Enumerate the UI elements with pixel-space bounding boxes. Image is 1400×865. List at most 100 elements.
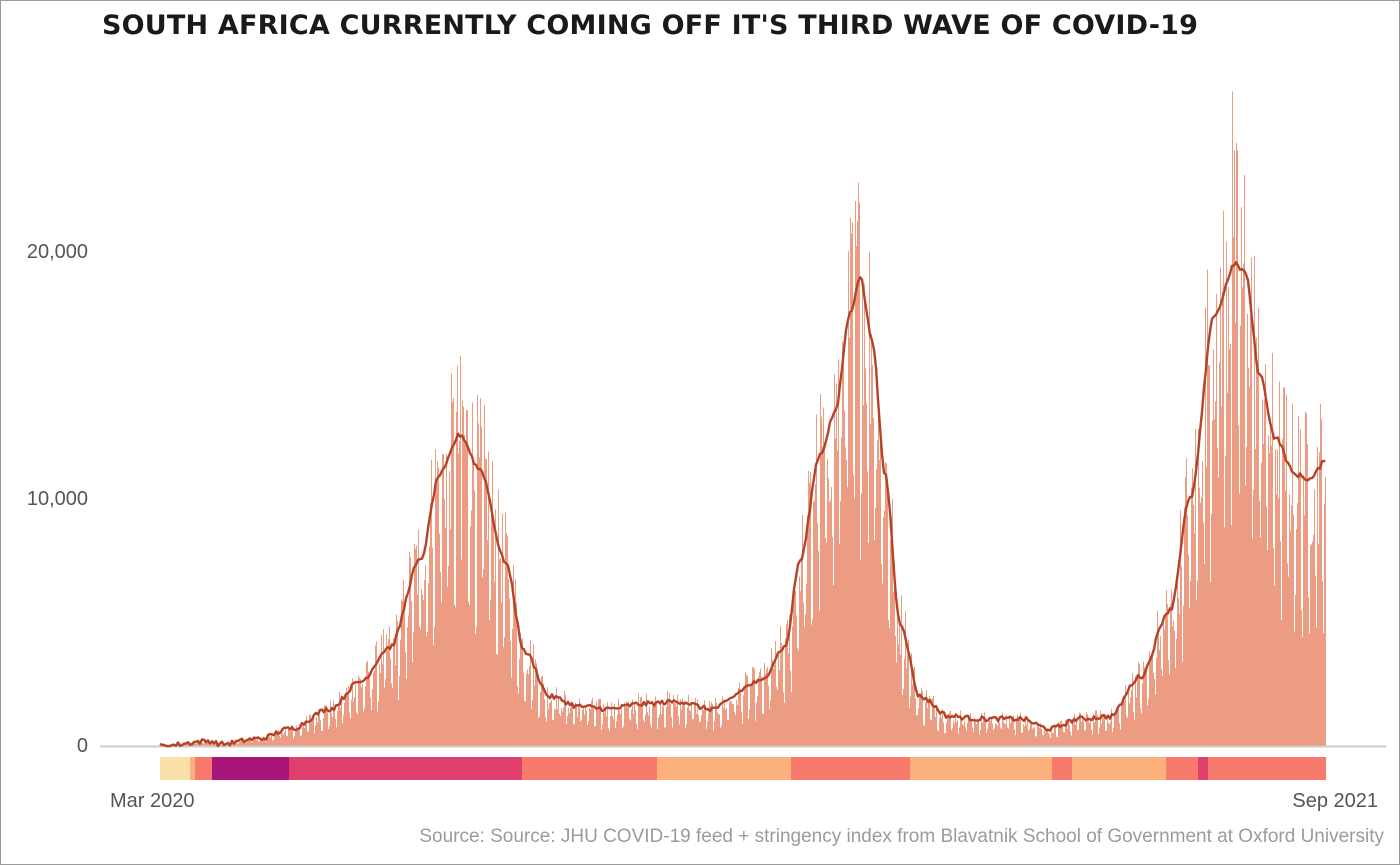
rolling-average-line	[159, 261, 1326, 748]
daily-cases-bar	[442, 453, 443, 746]
daily-cases-bar	[804, 627, 805, 746]
daily-cases-bar	[1270, 426, 1271, 746]
daily-cases-bar	[670, 704, 671, 746]
daily-cases-bar	[209, 743, 210, 746]
daily-cases-bar	[378, 700, 379, 746]
daily-cases-bar	[877, 440, 878, 746]
daily-cases-bar	[1261, 462, 1262, 746]
daily-cases-bar	[987, 729, 988, 746]
daily-cases-bar	[719, 714, 720, 746]
daily-cases-bar	[1277, 449, 1278, 746]
stringency-segment	[791, 757, 910, 780]
daily-cases-bar	[1322, 580, 1323, 746]
daily-cases-bar	[735, 714, 736, 746]
daily-cases-bar	[844, 410, 845, 746]
daily-cases-bar	[1321, 419, 1322, 746]
daily-cases-bar	[1279, 381, 1280, 746]
daily-cases-bar	[1152, 655, 1153, 746]
daily-cases-bar	[676, 706, 677, 746]
daily-cases-bar	[782, 651, 783, 746]
daily-cases-bar	[1139, 664, 1140, 746]
daily-cases-bar	[350, 718, 351, 746]
daily-cases-bar	[882, 583, 883, 746]
daily-cases-bar	[480, 398, 481, 746]
daily-cases-bar	[1185, 476, 1186, 746]
daily-cases-bar	[681, 709, 682, 746]
daily-cases-bar	[332, 717, 333, 746]
daily-cases-bar	[953, 720, 954, 746]
daily-cases-bar	[910, 696, 911, 746]
daily-cases-bar	[897, 602, 898, 746]
daily-cases-bar	[1169, 674, 1170, 746]
daily-cases-bar	[1144, 667, 1145, 746]
daily-cases-bar	[575, 702, 576, 746]
daily-cases-bar	[422, 594, 423, 746]
daily-cases-bar	[726, 707, 727, 746]
daily-cases-bar	[285, 729, 286, 746]
daily-cases-bar	[859, 202, 860, 747]
daily-cases-bar	[936, 706, 937, 746]
daily-cases-bar	[959, 727, 960, 746]
daily-cases-bar	[800, 591, 801, 746]
daily-cases-bar	[972, 727, 973, 746]
daily-cases-bar	[835, 438, 836, 746]
daily-cases-bar	[906, 667, 907, 746]
daily-cases-bar	[1159, 649, 1160, 746]
daily-cases-bar	[1320, 403, 1321, 746]
daily-cases-bar	[683, 702, 684, 746]
daily-cases-bar	[817, 522, 818, 746]
daily-cases-bar	[574, 724, 575, 746]
daily-cases-bar	[492, 461, 493, 746]
daily-cases-bar	[557, 709, 558, 746]
daily-cases-bar	[898, 644, 899, 746]
daily-cases-bar	[1195, 428, 1196, 746]
daily-cases-bar	[1303, 474, 1304, 746]
daily-cases-bar	[1301, 610, 1302, 746]
daily-cases-bar	[758, 676, 759, 746]
daily-cases-bar	[1299, 473, 1300, 746]
daily-cases-bar	[359, 677, 360, 746]
daily-cases-bar	[1280, 541, 1281, 746]
daily-cases-bar	[992, 723, 993, 746]
daily-cases-bar	[1088, 719, 1089, 746]
daily-cases-bar	[831, 487, 832, 746]
daily-cases-bar	[544, 699, 545, 746]
daily-cases-bar	[608, 728, 609, 746]
daily-cases-bar	[561, 707, 562, 746]
daily-cases-bar	[472, 402, 473, 746]
daily-cases-bar	[404, 607, 405, 746]
daily-cases-bar	[320, 719, 321, 746]
daily-cases-bar	[392, 688, 393, 746]
daily-cases-bar	[692, 719, 693, 746]
daily-cases-bar	[708, 713, 709, 746]
daily-cases-bar	[1102, 716, 1103, 746]
daily-cases-bar	[1048, 732, 1049, 746]
daily-cases-bar	[679, 724, 680, 746]
daily-cases-bar	[1112, 732, 1113, 746]
daily-cases-bar	[502, 513, 503, 746]
daily-cases-bar	[935, 716, 936, 746]
daily-cases-bar	[1191, 487, 1192, 746]
daily-cases-bar	[1009, 716, 1010, 746]
daily-cases-bar	[1101, 723, 1102, 746]
daily-cases-bar	[1183, 605, 1184, 746]
daily-cases-bar	[1132, 672, 1133, 746]
daily-cases-bar	[1108, 722, 1109, 746]
daily-cases-bar	[663, 706, 664, 746]
daily-cases-bar	[1100, 710, 1101, 746]
daily-cases-bar	[256, 740, 257, 746]
daily-cases-bar	[894, 561, 895, 746]
daily-cases-bar	[525, 701, 526, 746]
daily-cases-bar	[1308, 596, 1309, 746]
daily-cases-bar	[1285, 491, 1286, 746]
daily-cases-bar	[444, 498, 445, 746]
daily-cases-bar	[712, 704, 713, 746]
daily-cases-bar	[827, 459, 828, 746]
daily-cases-bar	[1225, 456, 1226, 746]
daily-cases-bar	[1043, 735, 1044, 746]
daily-cases-bar	[1128, 685, 1129, 746]
daily-cases-bar	[317, 722, 318, 746]
daily-cases-bar	[1245, 485, 1246, 746]
daily-cases-bar	[328, 728, 329, 746]
daily-cases-bar	[464, 435, 465, 746]
